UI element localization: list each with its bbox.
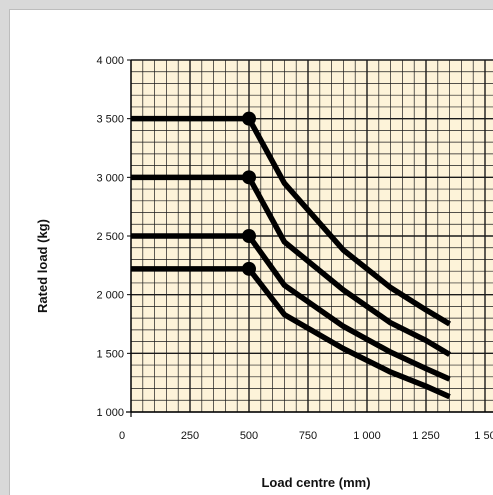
x-tick-label: 750 xyxy=(299,430,317,442)
x-tick-label: 250 xyxy=(181,430,199,442)
series-marker-2 xyxy=(242,170,256,185)
x-tick-label: 1 250 xyxy=(412,430,440,442)
y-tick-label: 1 500 xyxy=(96,348,124,360)
series-marker-1 xyxy=(242,111,256,126)
x-tick-label: 1 50 xyxy=(474,430,493,442)
y-tick-label: 2 000 xyxy=(96,290,124,302)
marker-layer xyxy=(242,111,256,276)
tick-labels: 1 000 1 500 2 000 2 500 3 000 3 500 4 000 0 250 5… xyxy=(96,55,493,442)
y-tick-label: 3 000 xyxy=(96,172,124,184)
y-tick-label: 4 000 xyxy=(96,55,124,67)
y-tick-label: 3 500 xyxy=(96,114,124,126)
y-tick-label: 2 500 xyxy=(96,231,124,243)
series-marker-4 xyxy=(242,261,256,276)
x-axis-label: Load centre (mm) xyxy=(261,475,370,490)
x-tick-label: 0 xyxy=(119,430,125,442)
y-tick-label: 1 000 xyxy=(96,407,124,419)
x-tick-label: 1 000 xyxy=(353,430,381,442)
x-tick-label: 500 xyxy=(240,430,258,442)
y-axis-label: Rated load (kg) xyxy=(35,219,50,313)
series-marker-3 xyxy=(242,229,256,243)
